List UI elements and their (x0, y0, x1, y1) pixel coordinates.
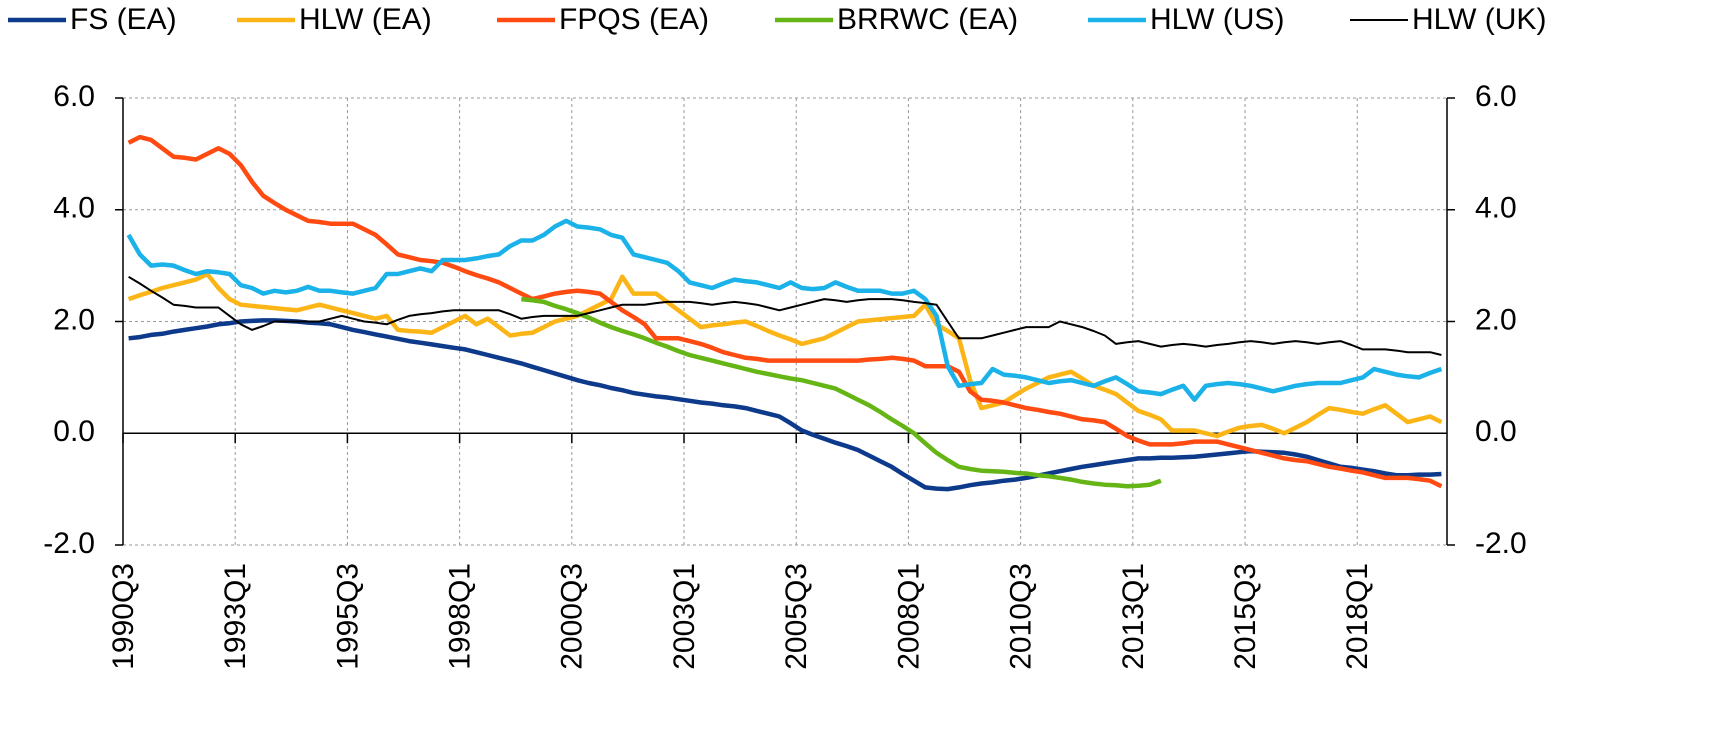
y2-tick-label: 0.0 (1475, 415, 1517, 448)
y2-tick-label: 4.0 (1475, 192, 1517, 225)
y-tick-label: 0.0 (53, 415, 95, 448)
legend-label: HLW (US) (1150, 3, 1284, 36)
series-line (127, 271, 1443, 439)
y2-tick-label: -2.0 (1475, 527, 1527, 560)
series-line (127, 134, 1443, 489)
x-tick-label: 1990Q3 (107, 563, 140, 670)
legend-label: BRRWC (EA) (837, 3, 1018, 36)
series-line (521, 296, 1162, 489)
y-tick-label: 4.0 (53, 192, 95, 225)
x-tick-label: 2000Q3 (556, 563, 589, 670)
y2-tick-label: 6.0 (1475, 80, 1517, 113)
legend-label: FS (EA) (70, 3, 177, 36)
legend-label: HLW (UK) (1412, 3, 1546, 36)
y-tick-label: 2.0 (53, 303, 95, 336)
x-tick-label: 1993Q1 (219, 563, 252, 670)
series-line (128, 275, 1442, 356)
y-tick-label: -2.0 (43, 527, 95, 560)
x-tick-label: 2010Q3 (1005, 563, 1038, 670)
x-tick-label: 2015Q3 (1229, 563, 1262, 670)
x-tick-label: 1995Q3 (331, 563, 364, 670)
series-line (126, 218, 1443, 402)
legend-label: FPQS (EA) (559, 3, 709, 36)
legend-label: HLW (EA) (299, 3, 432, 36)
x-tick-label: 2003Q1 (668, 563, 701, 670)
x-tick-label: 2018Q1 (1341, 563, 1374, 670)
series-line (128, 318, 1442, 492)
y2-tick-label: 2.0 (1475, 303, 1517, 336)
x-tick-label: 2013Q1 (1117, 563, 1150, 670)
x-tick-label: 1998Q1 (444, 563, 477, 670)
x-tick-label: 2008Q1 (892, 563, 925, 670)
y-tick-label: 6.0 (53, 80, 95, 113)
x-tick-label: 2005Q3 (780, 563, 813, 670)
